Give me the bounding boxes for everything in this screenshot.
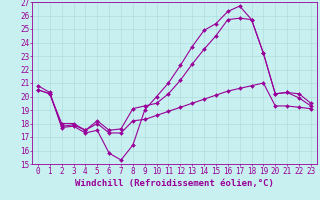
- X-axis label: Windchill (Refroidissement éolien,°C): Windchill (Refroidissement éolien,°C): [75, 179, 274, 188]
